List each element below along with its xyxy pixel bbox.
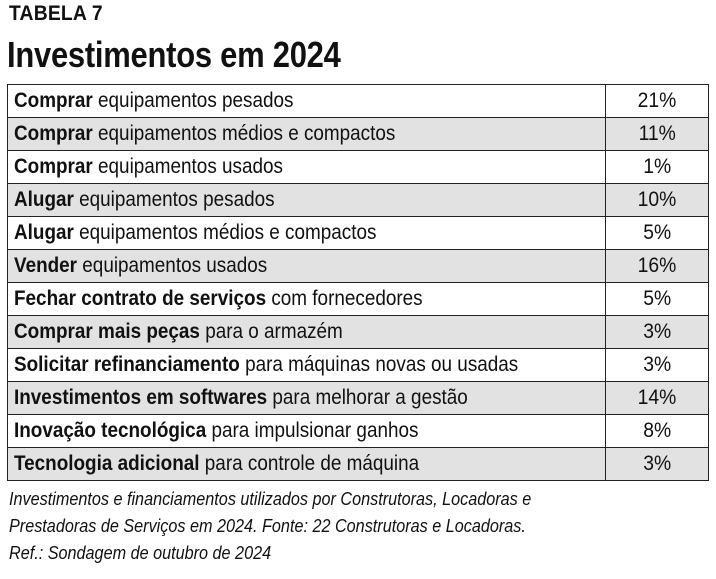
row-description: Alugar equipamentos médios e compactos [7, 216, 606, 250]
row-detail: equipamentos pesados [73, 188, 275, 211]
table-row: Investimentos em softwares para melhorar… [7, 381, 710, 415]
table-row: Comprar equipamentos usados 1% [7, 150, 710, 184]
percentage-value: 14% [637, 386, 677, 409]
row-action: Comprar [14, 155, 93, 178]
percentage-value: 5% [643, 221, 671, 244]
table-label: TABELA 7 [9, 2, 103, 25]
row-action: Alugar [14, 188, 74, 211]
row-description: Comprar equipamentos médios e compactos [7, 117, 606, 151]
table-row: Alugar equipamentos pesados 10% [7, 183, 710, 217]
row-action: Comprar mais peças [14, 320, 200, 343]
row-detail: equipamentos usados [92, 155, 283, 178]
row-percentage: 3% [604, 447, 710, 481]
row-percentage: 8% [604, 414, 710, 448]
table-row: Solicitar refinanciamento para máquinas … [7, 348, 710, 382]
table-row: Vender equipamentos usados 16% [7, 249, 710, 283]
row-description: Alugar equipamentos pesados [7, 183, 606, 217]
row-detail: equipamentos médios e compactos [73, 221, 377, 244]
note-line-2: Prestadoras de Serviços em 2024. Fonte: … [9, 516, 526, 536]
row-description: Solicitar refinanciamento para máquinas … [7, 348, 606, 382]
percentage-value: 3% [643, 452, 671, 475]
reference-note: Ref.: Sondagem de outubro de 2024 [9, 543, 272, 563]
row-detail: equipamentos usados [77, 254, 268, 277]
row-percentage: 5% [604, 282, 710, 316]
table-title: Investimentos em 2024 [7, 34, 341, 75]
row-description: Vender equipamentos usados [7, 249, 606, 283]
row-percentage: 21% [604, 84, 710, 118]
table-row: Comprar equipamentos pesados 21% [7, 84, 710, 118]
percentage-value: 5% [643, 287, 671, 310]
row-detail: para máquinas novas ou usadas [239, 353, 519, 376]
row-description: Comprar equipamentos usados [7, 150, 606, 184]
percentage-value: 21% [637, 89, 677, 112]
investments-table: Comprar equipamentos pesados 21% Comprar e… [7, 84, 710, 481]
table-row: Fechar contrato de serviços com forneced… [7, 282, 710, 316]
row-detail: para melhorar a gestão [267, 386, 468, 409]
percentage-value: 16% [637, 254, 677, 277]
row-detail: equipamentos pesados [92, 89, 294, 112]
percentage-value: 11% [638, 122, 676, 145]
percentage-value: 8% [643, 419, 671, 442]
row-action: Solicitar refinanciamento [14, 353, 240, 376]
row-percentage: 11% [604, 117, 710, 151]
row-action: Investimentos em softwares [14, 386, 268, 409]
table-row: Alugar equipamentos médios e compactos 5% [7, 216, 710, 250]
row-action: Comprar [14, 89, 93, 112]
row-action: Inovação tecnológica [14, 419, 207, 442]
row-action: Vender [14, 254, 78, 277]
table-row: Inovação tecnológica para impulsionar ga… [7, 414, 710, 448]
percentage-value: 1% [643, 155, 671, 178]
row-action: Fechar contrato de serviços [14, 287, 267, 310]
percentage-value: 3% [643, 353, 671, 376]
row-action: Comprar [14, 122, 93, 145]
percentage-value: 10% [637, 188, 677, 211]
table-row: Comprar equipamentos médios e compactos 1… [7, 117, 710, 151]
row-description: Investimentos em softwares para melhorar… [7, 381, 606, 415]
row-percentage: 1% [604, 150, 710, 184]
table-notes: Investimentos e financiamentos utilizado… [9, 486, 709, 567]
row-percentage: 14% [604, 381, 710, 415]
row-percentage: 3% [604, 315, 710, 349]
row-percentage: 5% [604, 216, 710, 250]
note-line-1: Investimentos e financiamentos utilizado… [9, 489, 532, 509]
table-row: Tecnologia adicional para controle de má… [7, 447, 710, 481]
table-row: Comprar mais peças para o armazém 3% [7, 315, 710, 349]
row-description: Fechar contrato de serviços com forneced… [7, 282, 606, 316]
row-percentage: 16% [604, 249, 710, 283]
row-detail: com fornecedores [266, 287, 423, 310]
row-detail: para o armazém [199, 320, 343, 343]
row-description: Inovação tecnológica para impulsionar ga… [7, 414, 606, 448]
row-description: Tecnologia adicional para controle de má… [7, 447, 606, 481]
row-description: Comprar mais peças para o armazém [7, 315, 606, 349]
row-action: Tecnologia adicional [14, 452, 200, 475]
row-percentage: 10% [604, 183, 710, 217]
row-description: Comprar equipamentos pesados [7, 84, 606, 118]
row-detail: equipamentos médios e compactos [92, 122, 396, 145]
row-detail: para impulsionar ganhos [206, 419, 419, 442]
row-action: Alugar [14, 221, 74, 244]
percentage-value: 3% [643, 320, 671, 343]
row-percentage: 3% [604, 348, 710, 382]
row-detail: para controle de máquina [199, 452, 420, 475]
